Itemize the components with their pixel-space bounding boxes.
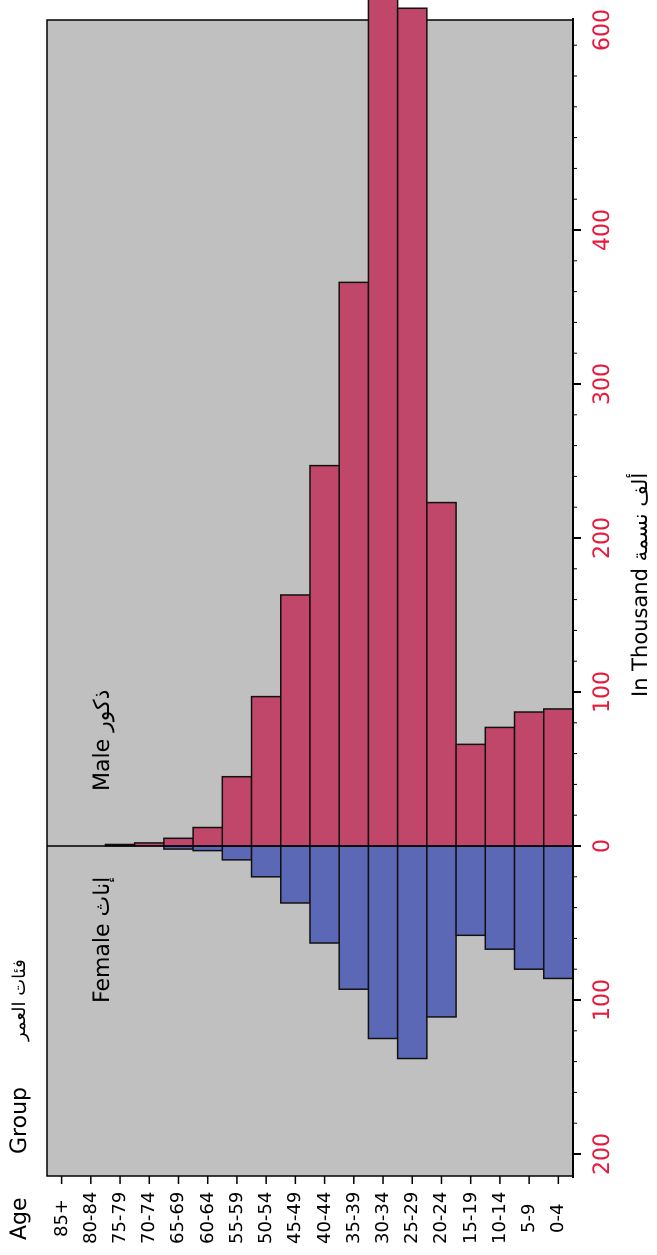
male-bar-20-24 — [426, 501, 457, 847]
category-tick-label: 65-69 — [167, 1191, 189, 1244]
value-tick-label: 400 — [590, 209, 615, 251]
value-axis-ticks — [573, 44, 581, 1155]
category-tick-label: 5-9 — [518, 1203, 540, 1233]
female-bar-45-49 — [280, 845, 311, 904]
category-tick-label: 70-74 — [138, 1191, 160, 1244]
male-bar-45-49 — [280, 594, 311, 847]
category-axis-title-group: Group — [7, 1086, 32, 1154]
male-bar-60-64 — [192, 826, 224, 847]
female-bars — [163, 845, 574, 1060]
female-bar-15-19 — [455, 845, 487, 937]
category-tick-label: 30-34 — [372, 1191, 394, 1244]
category-tick-label: 25-29 — [401, 1191, 423, 1244]
value-tick-label: 600 — [590, 9, 615, 51]
male-bars — [104, 0, 574, 847]
category-tick-label: 10-14 — [488, 1191, 510, 1244]
female-annotation: Female إناث — [90, 876, 115, 1003]
male-bar-55-59 — [221, 775, 253, 847]
female-bar-50-54 — [250, 845, 282, 878]
value-tick-label: 100 — [590, 979, 615, 1021]
value-tick-label: 200 — [590, 517, 615, 559]
female-bar-55-59 — [221, 845, 253, 861]
category-tick-label: 60-64 — [196, 1191, 218, 1244]
female-bar-10-14 — [484, 845, 516, 950]
male-bar-25-29 — [396, 7, 428, 847]
value-tick-label: 0 — [590, 839, 615, 853]
female-bar-35-39 — [338, 845, 370, 990]
category-tick-label: 35-39 — [342, 1191, 364, 1244]
category-axis-title-arabic: فئات العمر — [9, 959, 30, 1041]
category-tick-label: 85+ — [50, 1199, 72, 1237]
value-tick-label: 300 — [590, 363, 615, 405]
male-bar-0-4 — [542, 708, 574, 847]
value-axis-title: In Thousand ألف نسمة — [627, 472, 652, 697]
category-tick-label: 40-44 — [313, 1191, 335, 1244]
male-bar-5-9 — [513, 711, 545, 847]
male-bar-40-44 — [309, 464, 340, 847]
male-bar-50-54 — [250, 695, 282, 847]
category-tick-label: 15-19 — [459, 1191, 481, 1244]
female-bar-5-9 — [513, 845, 545, 970]
value-tick-label: 200 — [590, 1133, 615, 1175]
female-bar-40-44 — [309, 845, 340, 944]
female-bar-20-24 — [426, 845, 457, 1018]
male-bar-10-14 — [484, 726, 516, 847]
category-tick-label: 80-84 — [79, 1191, 101, 1244]
male-bar-65-69 — [163, 837, 194, 847]
value-tick-label: 100 — [590, 671, 615, 713]
category-tick-label: 20-24 — [430, 1191, 452, 1244]
male-annotation: Male ذكور — [90, 689, 115, 791]
female-bar-25-29 — [396, 845, 428, 1060]
category-tick-label: 45-49 — [284, 1191, 306, 1244]
category-axis-ticks — [60, 1176, 560, 1184]
male-bar-35-39 — [338, 281, 370, 847]
category-tick-label: 75-79 — [109, 1191, 131, 1244]
category-tick-label: 0-4 — [547, 1203, 569, 1233]
category-tick-label: 55-59 — [225, 1191, 247, 1244]
female-bar-30-34 — [367, 845, 399, 1040]
category-tick-label: 50-54 — [255, 1191, 277, 1244]
male-bar-15-19 — [455, 743, 487, 847]
category-axis-title-age: Age — [7, 1196, 32, 1240]
female-bar-0-4 — [542, 845, 574, 980]
male-bar-30-34 — [367, 0, 399, 847]
